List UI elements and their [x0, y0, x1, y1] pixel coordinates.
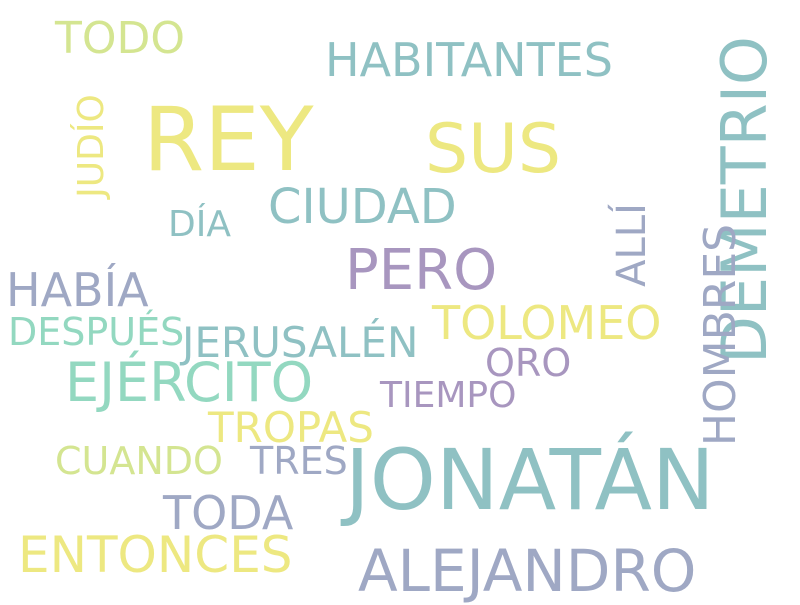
word-entonces: ENTONCES — [18, 526, 293, 584]
word-habitantes: HABITANTES — [325, 33, 613, 87]
word-rey: REY — [143, 88, 314, 191]
word-ejercito: EJÉRCITO — [65, 351, 314, 414]
word-pero: PERO — [345, 238, 498, 303]
word-tiempo: TIEMPO — [380, 375, 517, 416]
word-tolomeo: TOLOMEO — [432, 296, 662, 350]
word-alli: ALLÍ — [608, 203, 655, 287]
word-oro: ORO — [485, 341, 572, 385]
word-jonatan: JONATÁN — [345, 431, 715, 529]
word-cuando: CUANDO — [55, 439, 223, 483]
word-toda: TODA — [163, 486, 294, 540]
word-ciudad: CIUDAD — [268, 179, 457, 235]
word-sus: SUS — [425, 110, 562, 189]
word-alejandro: ALEJANDRO — [358, 537, 697, 605]
word-dia: DÍA — [168, 204, 231, 245]
word-judio: JUDÍO — [70, 94, 112, 198]
word-habia: HABÍA — [6, 263, 149, 317]
word-tropas: TROPAS — [208, 403, 374, 452]
word-despues: DESPUÉS — [8, 310, 185, 354]
word-hombres: HOMBRES — [695, 223, 747, 447]
word-jerusalen: JERUSALÉN — [182, 318, 419, 367]
word-tres: TRES — [250, 439, 348, 483]
word-todo: TODO — [55, 13, 186, 64]
